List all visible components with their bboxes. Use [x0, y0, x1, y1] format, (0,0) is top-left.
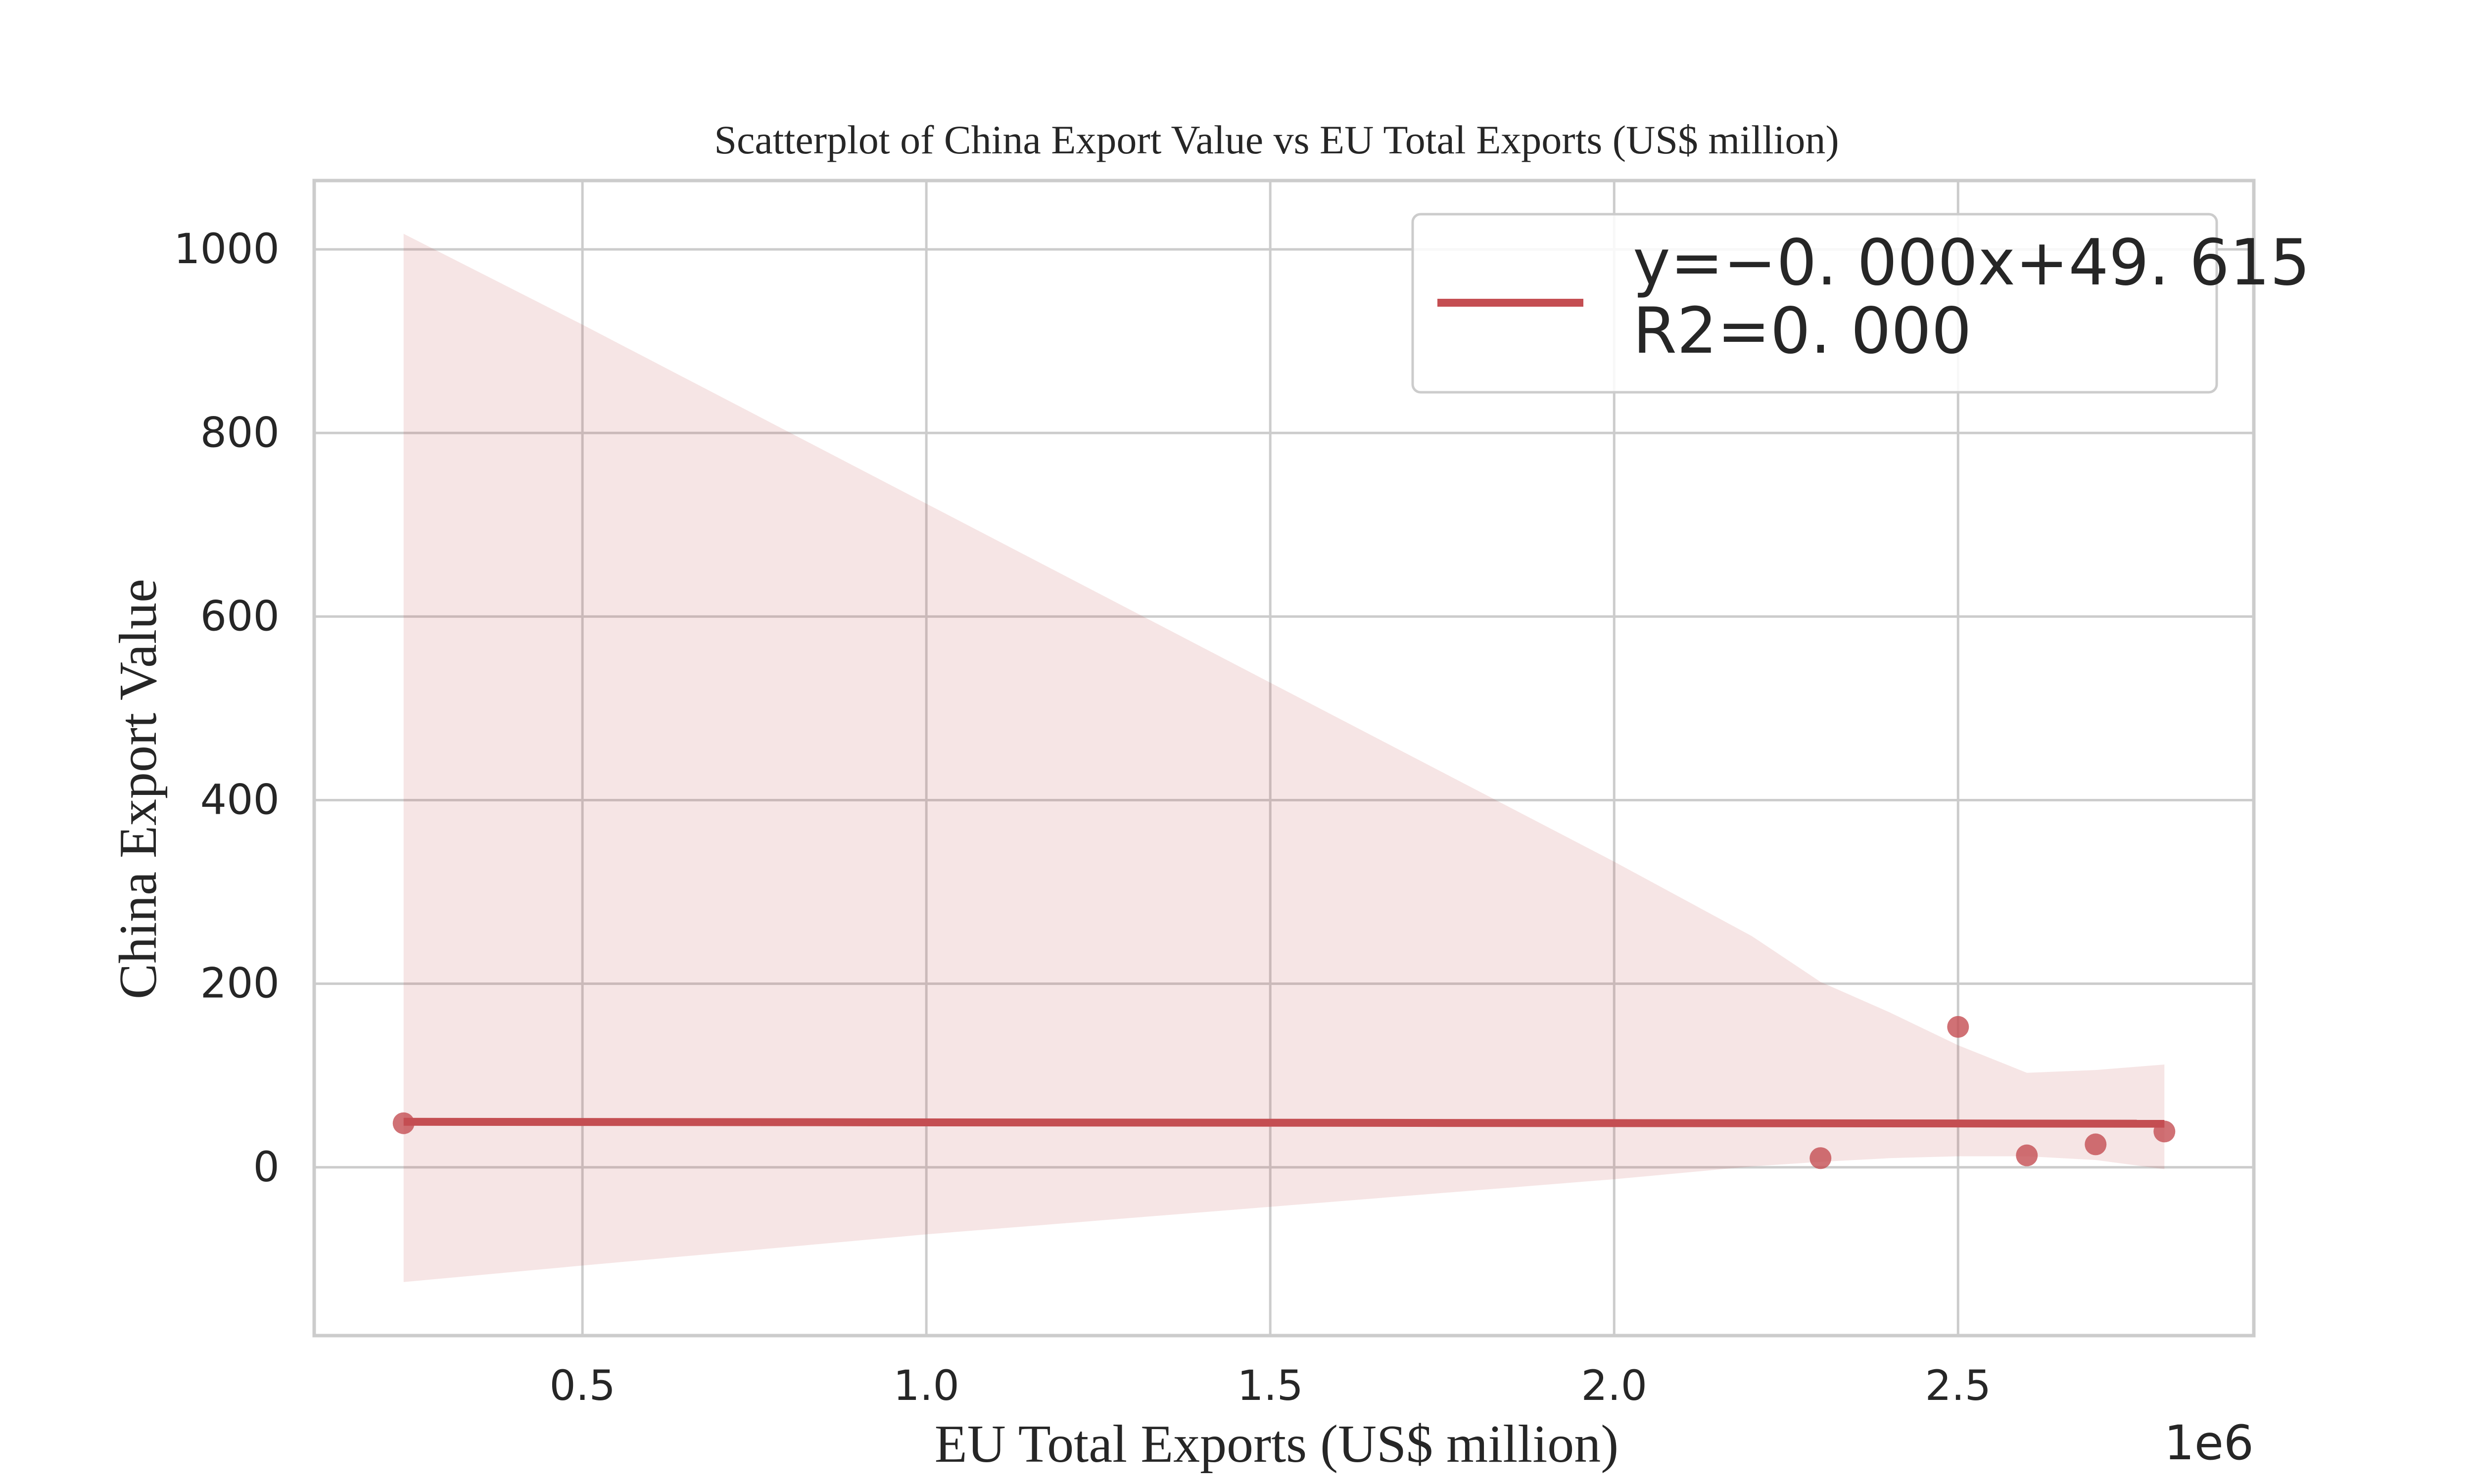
y-tick-label: 0: [253, 1143, 280, 1191]
y-tick-label: 200: [200, 959, 280, 1008]
confidence-band: [403, 233, 2165, 1282]
legend-label-line: R2=0. 000: [1633, 294, 1972, 368]
x-axis-offset-label: 1e6: [2164, 1415, 2254, 1471]
scatter-point: [392, 1112, 415, 1134]
y-axis-label: China Export Value: [109, 579, 168, 999]
scatter-point: [1947, 1016, 1969, 1038]
legend-box: [1411, 213, 2218, 394]
plot-frame: [312, 179, 2256, 1338]
x-tick-label: 2.0: [1581, 1361, 1647, 1410]
y-tick-label: 800: [200, 408, 280, 457]
x-tick-label: 1.5: [1237, 1361, 1303, 1410]
scatter-point: [2016, 1144, 2038, 1166]
x-axis-label: EU Total Exports (US$ million): [935, 1415, 1618, 1474]
legend-label-line: y=−0. 000x+49. 615: [1633, 226, 2310, 300]
y-tick-label: 400: [200, 776, 280, 824]
scatter-point: [2153, 1120, 2176, 1143]
y-tick-label: 600: [200, 592, 280, 640]
x-tick-label: 1.0: [893, 1361, 959, 1410]
legend: y=−0. 000x+49. 615 R2=0. 000: [1411, 213, 2310, 394]
scatter-point: [2085, 1133, 2107, 1156]
plot-frame-rect: [312, 179, 2256, 1338]
legend-label: y=−0. 000x+49. 615 R2=0. 000: [1633, 226, 2310, 368]
regression-line: [403, 1117, 2165, 1128]
chart-title: Scatterplot of China Export Value vs EU …: [714, 117, 1839, 162]
confidence-band-group: [403, 233, 2165, 1282]
regression-line-group: [403, 1117, 2165, 1128]
tick-labels: 0.5 1.0 1.5 2.0 2.5 0 200 400 600 800 1000: [174, 225, 1991, 1410]
scatter-point: [1809, 1147, 1832, 1169]
x-tick-label: 0.5: [549, 1361, 616, 1410]
x-tick-label: 2.5: [1925, 1361, 1991, 1410]
scatter-points: [392, 1016, 2176, 1169]
y-tick-label: 1000: [174, 225, 280, 273]
